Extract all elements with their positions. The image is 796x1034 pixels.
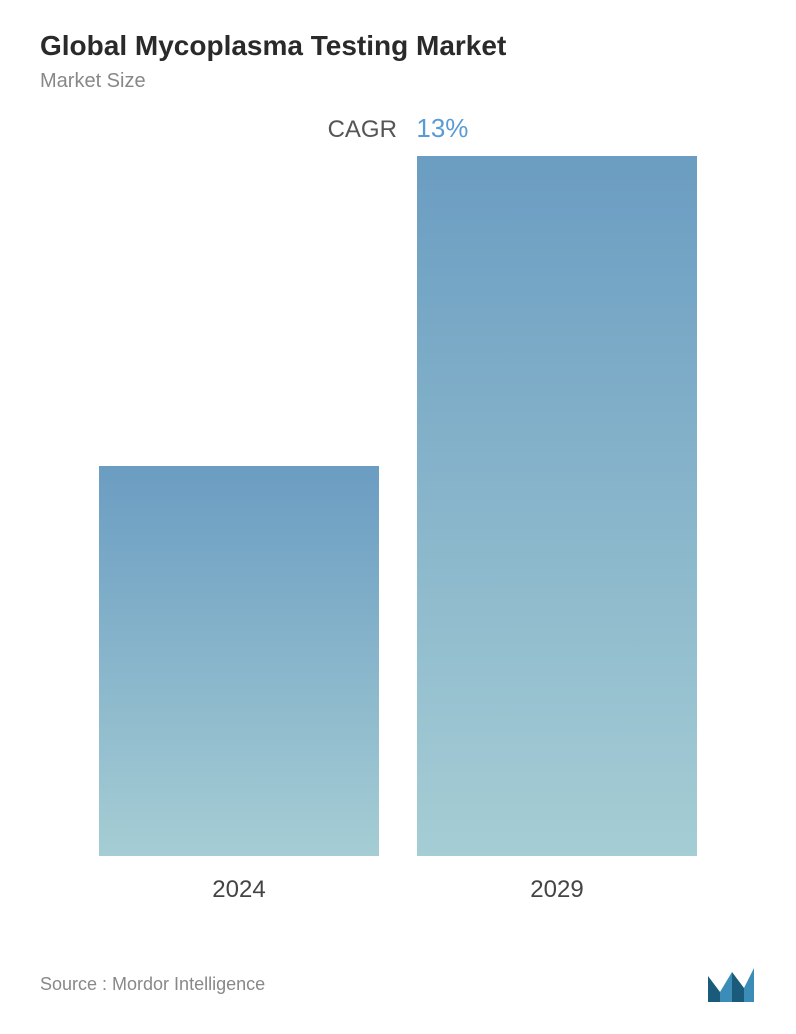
bar-group-2024: 2024 [99,466,379,904]
source-text: Source : Mordor Intelligence [40,974,265,995]
bar-group-2029: 2029 [417,156,697,904]
cagr-value: 13% [416,113,468,144]
chart-title: Global Mycoplasma Testing Market [40,30,756,62]
chart-footer: Source : Mordor Intelligence [40,964,756,1004]
chart-subtitle: Market Size [40,70,756,93]
bar-2029 [417,156,697,856]
cagr-label: CAGR [328,116,397,144]
bar-label-2029: 2029 [530,876,583,904]
cagr-container: CAGR 13% [40,113,756,144]
bar-chart-area: 2024 2029 [40,184,756,904]
mordor-logo-icon [706,964,756,1004]
bar-2024 [99,466,379,856]
bar-label-2024: 2024 [212,876,265,904]
